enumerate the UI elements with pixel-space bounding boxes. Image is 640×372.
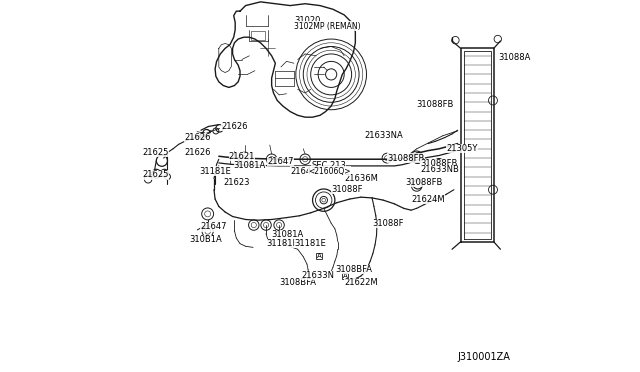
Text: 31088F: 31088F [331,185,363,194]
Bar [342,273,348,279]
Text: 31088FB: 31088FB [387,154,424,163]
Text: 21647: 21647 [200,222,227,231]
Bar [251,31,266,40]
Text: SEC.213: SEC.213 [311,161,346,170]
Text: 21625: 21625 [142,148,168,157]
Text: 3102MP (REMAN): 3102MP (REMAN) [294,22,360,31]
Text: 31081A: 31081A [234,161,266,170]
Text: 21636M: 21636M [344,174,378,183]
Text: A: A [317,253,322,259]
Text: 31088FB: 31088FB [420,159,458,168]
Text: 21623: 21623 [223,178,250,187]
Text: 3108BFA: 3108BFA [335,265,372,274]
Text: 21305Y: 21305Y [447,144,478,153]
Text: 21625: 21625 [142,170,168,179]
Text: 21626: 21626 [184,148,211,157]
Text: 21626: 21626 [184,133,211,142]
Text: 31181E: 31181E [294,239,326,248]
Text: 31088FB: 31088FB [406,178,443,187]
Text: 31020: 31020 [294,16,321,25]
Bar [230,157,239,164]
Text: 31088F: 31088F [372,219,404,228]
Text: 21622M: 21622M [344,278,378,287]
Text: 21633N: 21633N [301,271,334,280]
Text: 21621: 21621 [229,152,255,161]
Text: 21647: 21647 [267,157,294,166]
Text: <21606Q>: <21606Q> [308,167,351,176]
Text: 31181E: 31181E [266,239,298,248]
Text: 21626: 21626 [221,122,248,131]
Text: 21633NA: 21633NA [365,131,403,140]
Text: 310B1A: 310B1A [189,235,222,244]
Circle shape [413,154,420,160]
Text: 3108BFA: 3108BFA [279,278,316,287]
Text: 21647: 21647 [291,167,317,176]
Text: J310001ZA: J310001ZA [458,352,511,362]
Bar [316,253,322,259]
Text: 31081A: 31081A [271,230,303,239]
Text: 31088A: 31088A [498,53,530,62]
Text: A: A [343,273,348,279]
Text: 21633NB: 21633NB [420,165,460,174]
Text: 31088FB: 31088FB [417,100,454,109]
Text: 31181E: 31181E [199,167,231,176]
Text: 21624M: 21624M [411,195,445,203]
